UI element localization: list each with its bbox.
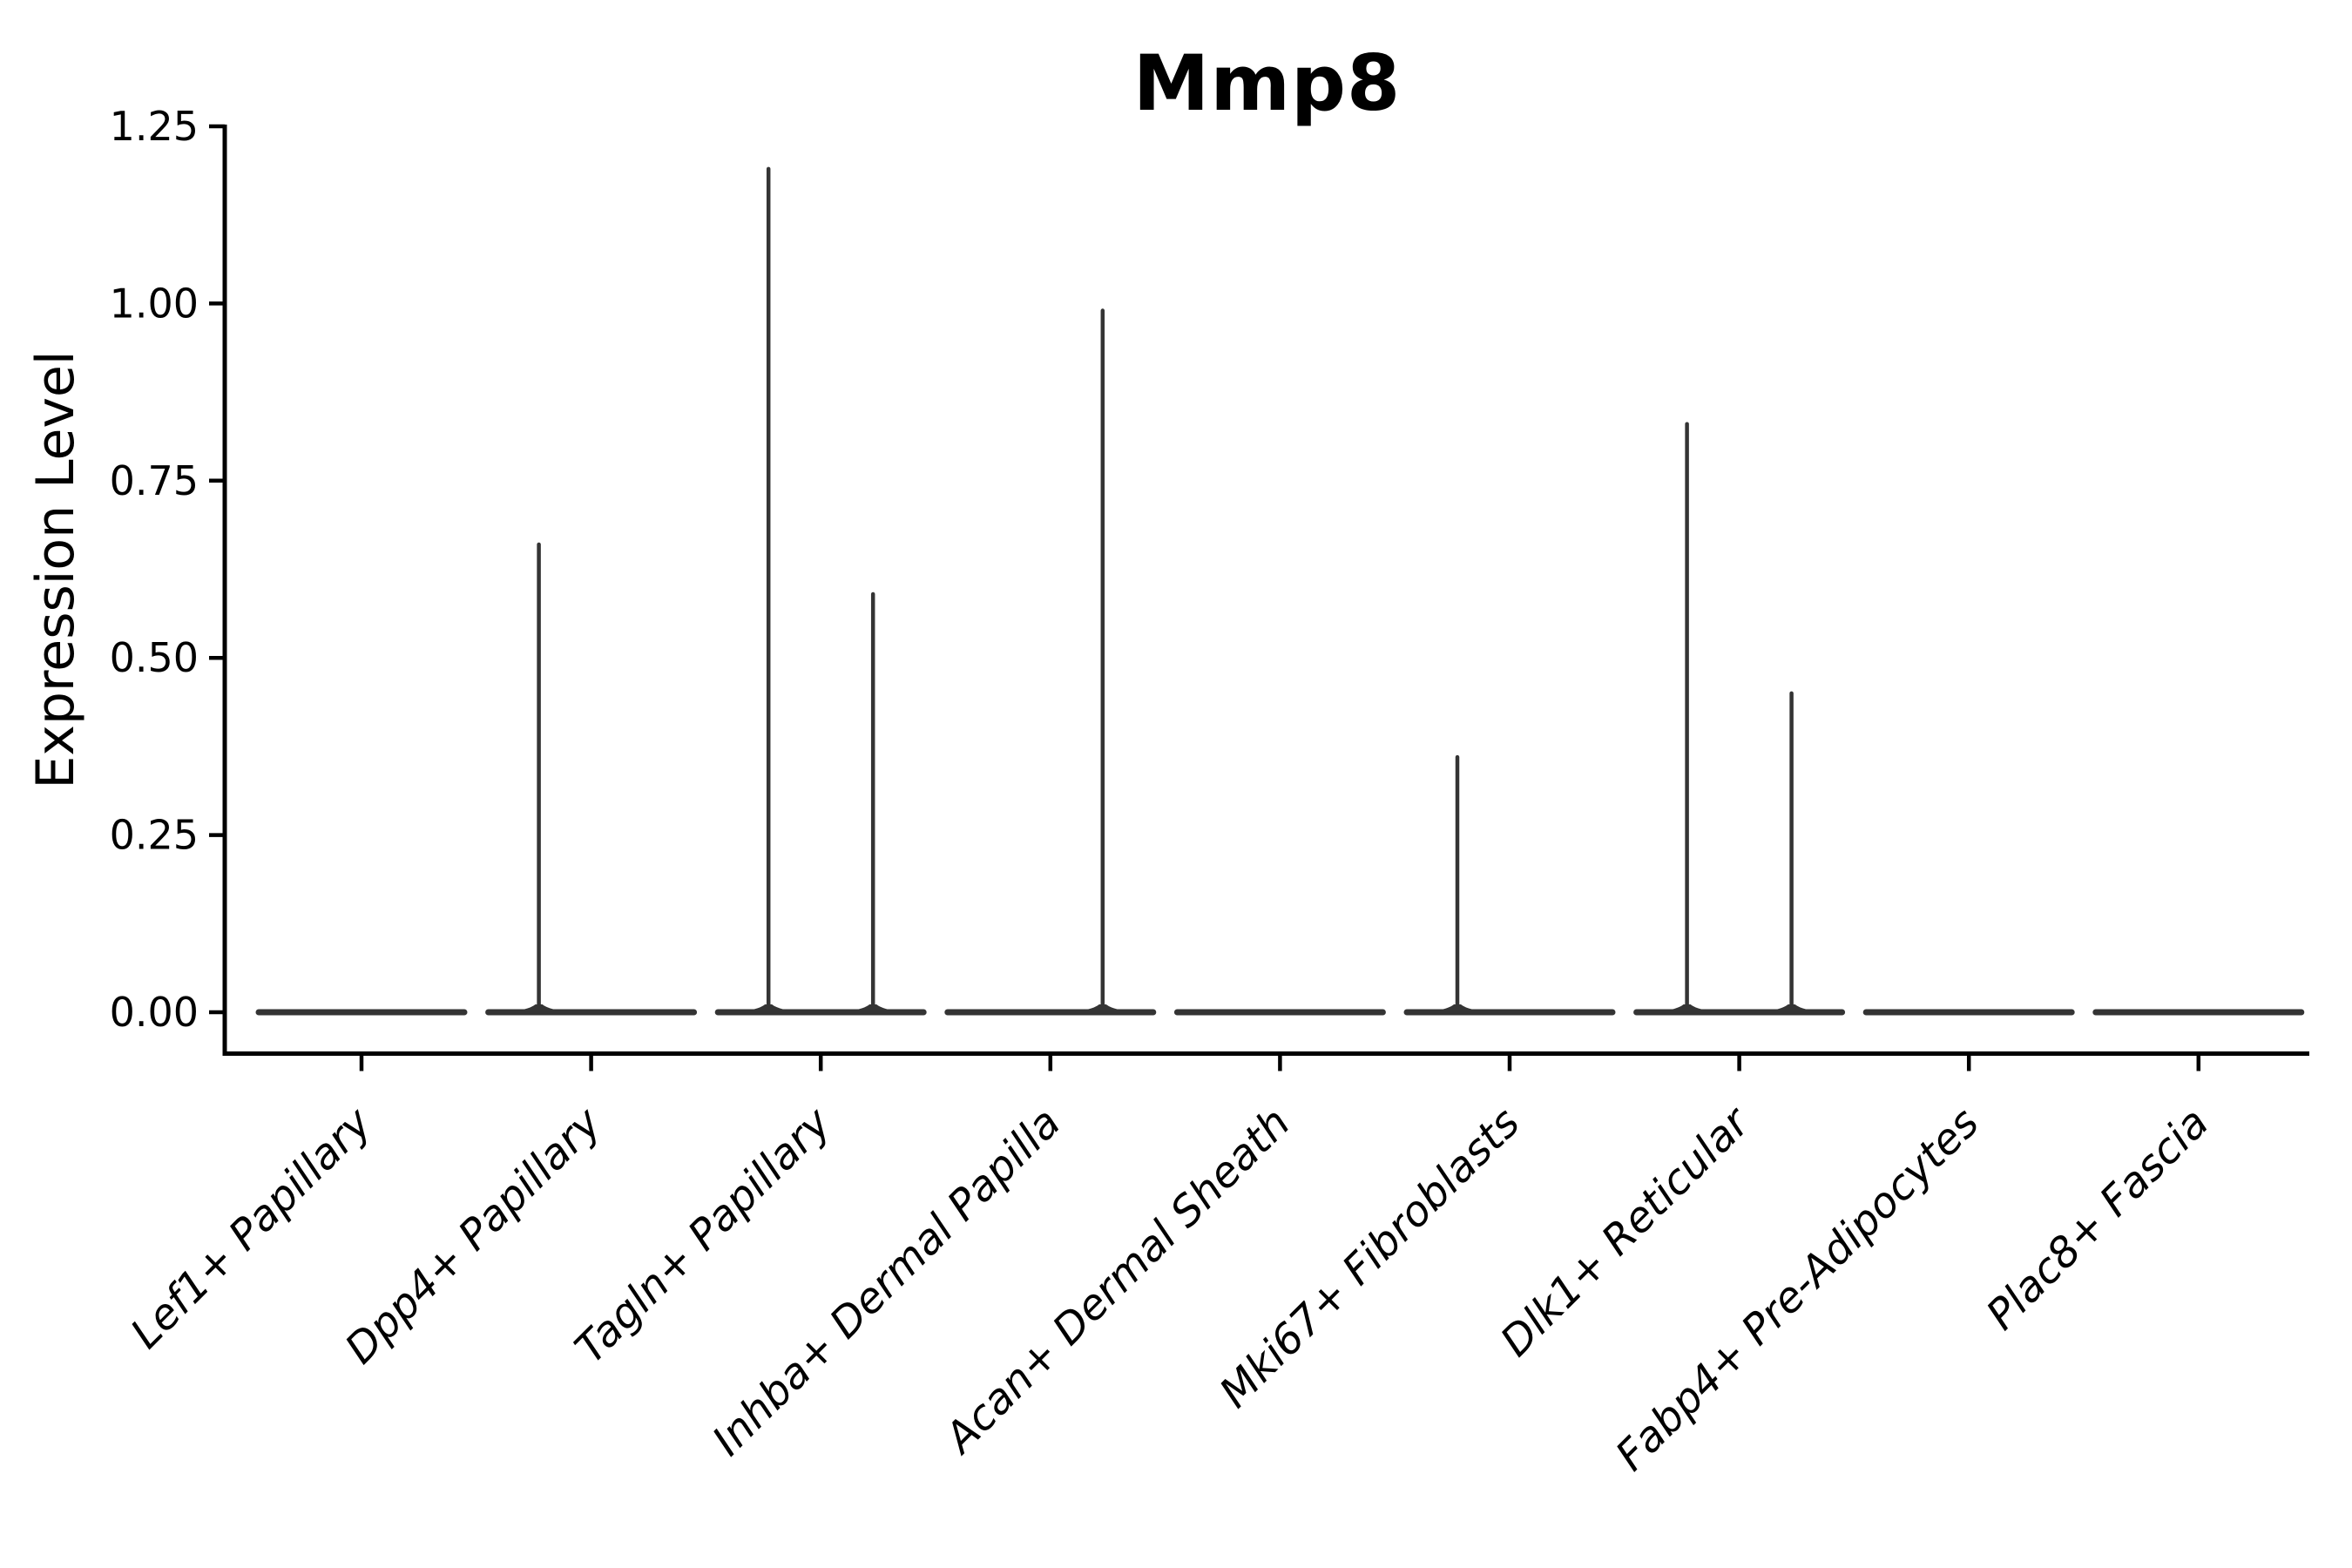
y-tick-label: 1.00: [110, 280, 199, 327]
x-tick-label: Dlk1+ Reticular: [1491, 1097, 1761, 1367]
x-tick-label: Tagln+ Papillary: [565, 1098, 841, 1373]
violin-zero-bulk: [1862, 1009, 2075, 1016]
x-tick-label: Dpp4+ Papillary: [335, 1098, 611, 1373]
violin-zero-bulk: [2092, 1009, 2305, 1016]
x-tick-label: Fabp4+ Pre-Adipocytes: [1606, 1098, 1989, 1481]
y-tick-label: 0.50: [110, 634, 199, 681]
y-tick-label: 0.75: [110, 457, 199, 504]
violin-zero-bulk: [255, 1009, 468, 1016]
y-tick-label: 0.00: [110, 989, 199, 1036]
x-tick-label: Plac8+ Fascia: [1977, 1098, 2219, 1340]
violin-zero-bulk: [1173, 1009, 1386, 1016]
chart-title: Mmp8: [1132, 38, 1402, 128]
y-tick-label: 0.25: [110, 812, 199, 859]
y-tick-label: 1.25: [110, 103, 199, 150]
x-tick-label: Lef1+ Papillary: [121, 1098, 382, 1358]
